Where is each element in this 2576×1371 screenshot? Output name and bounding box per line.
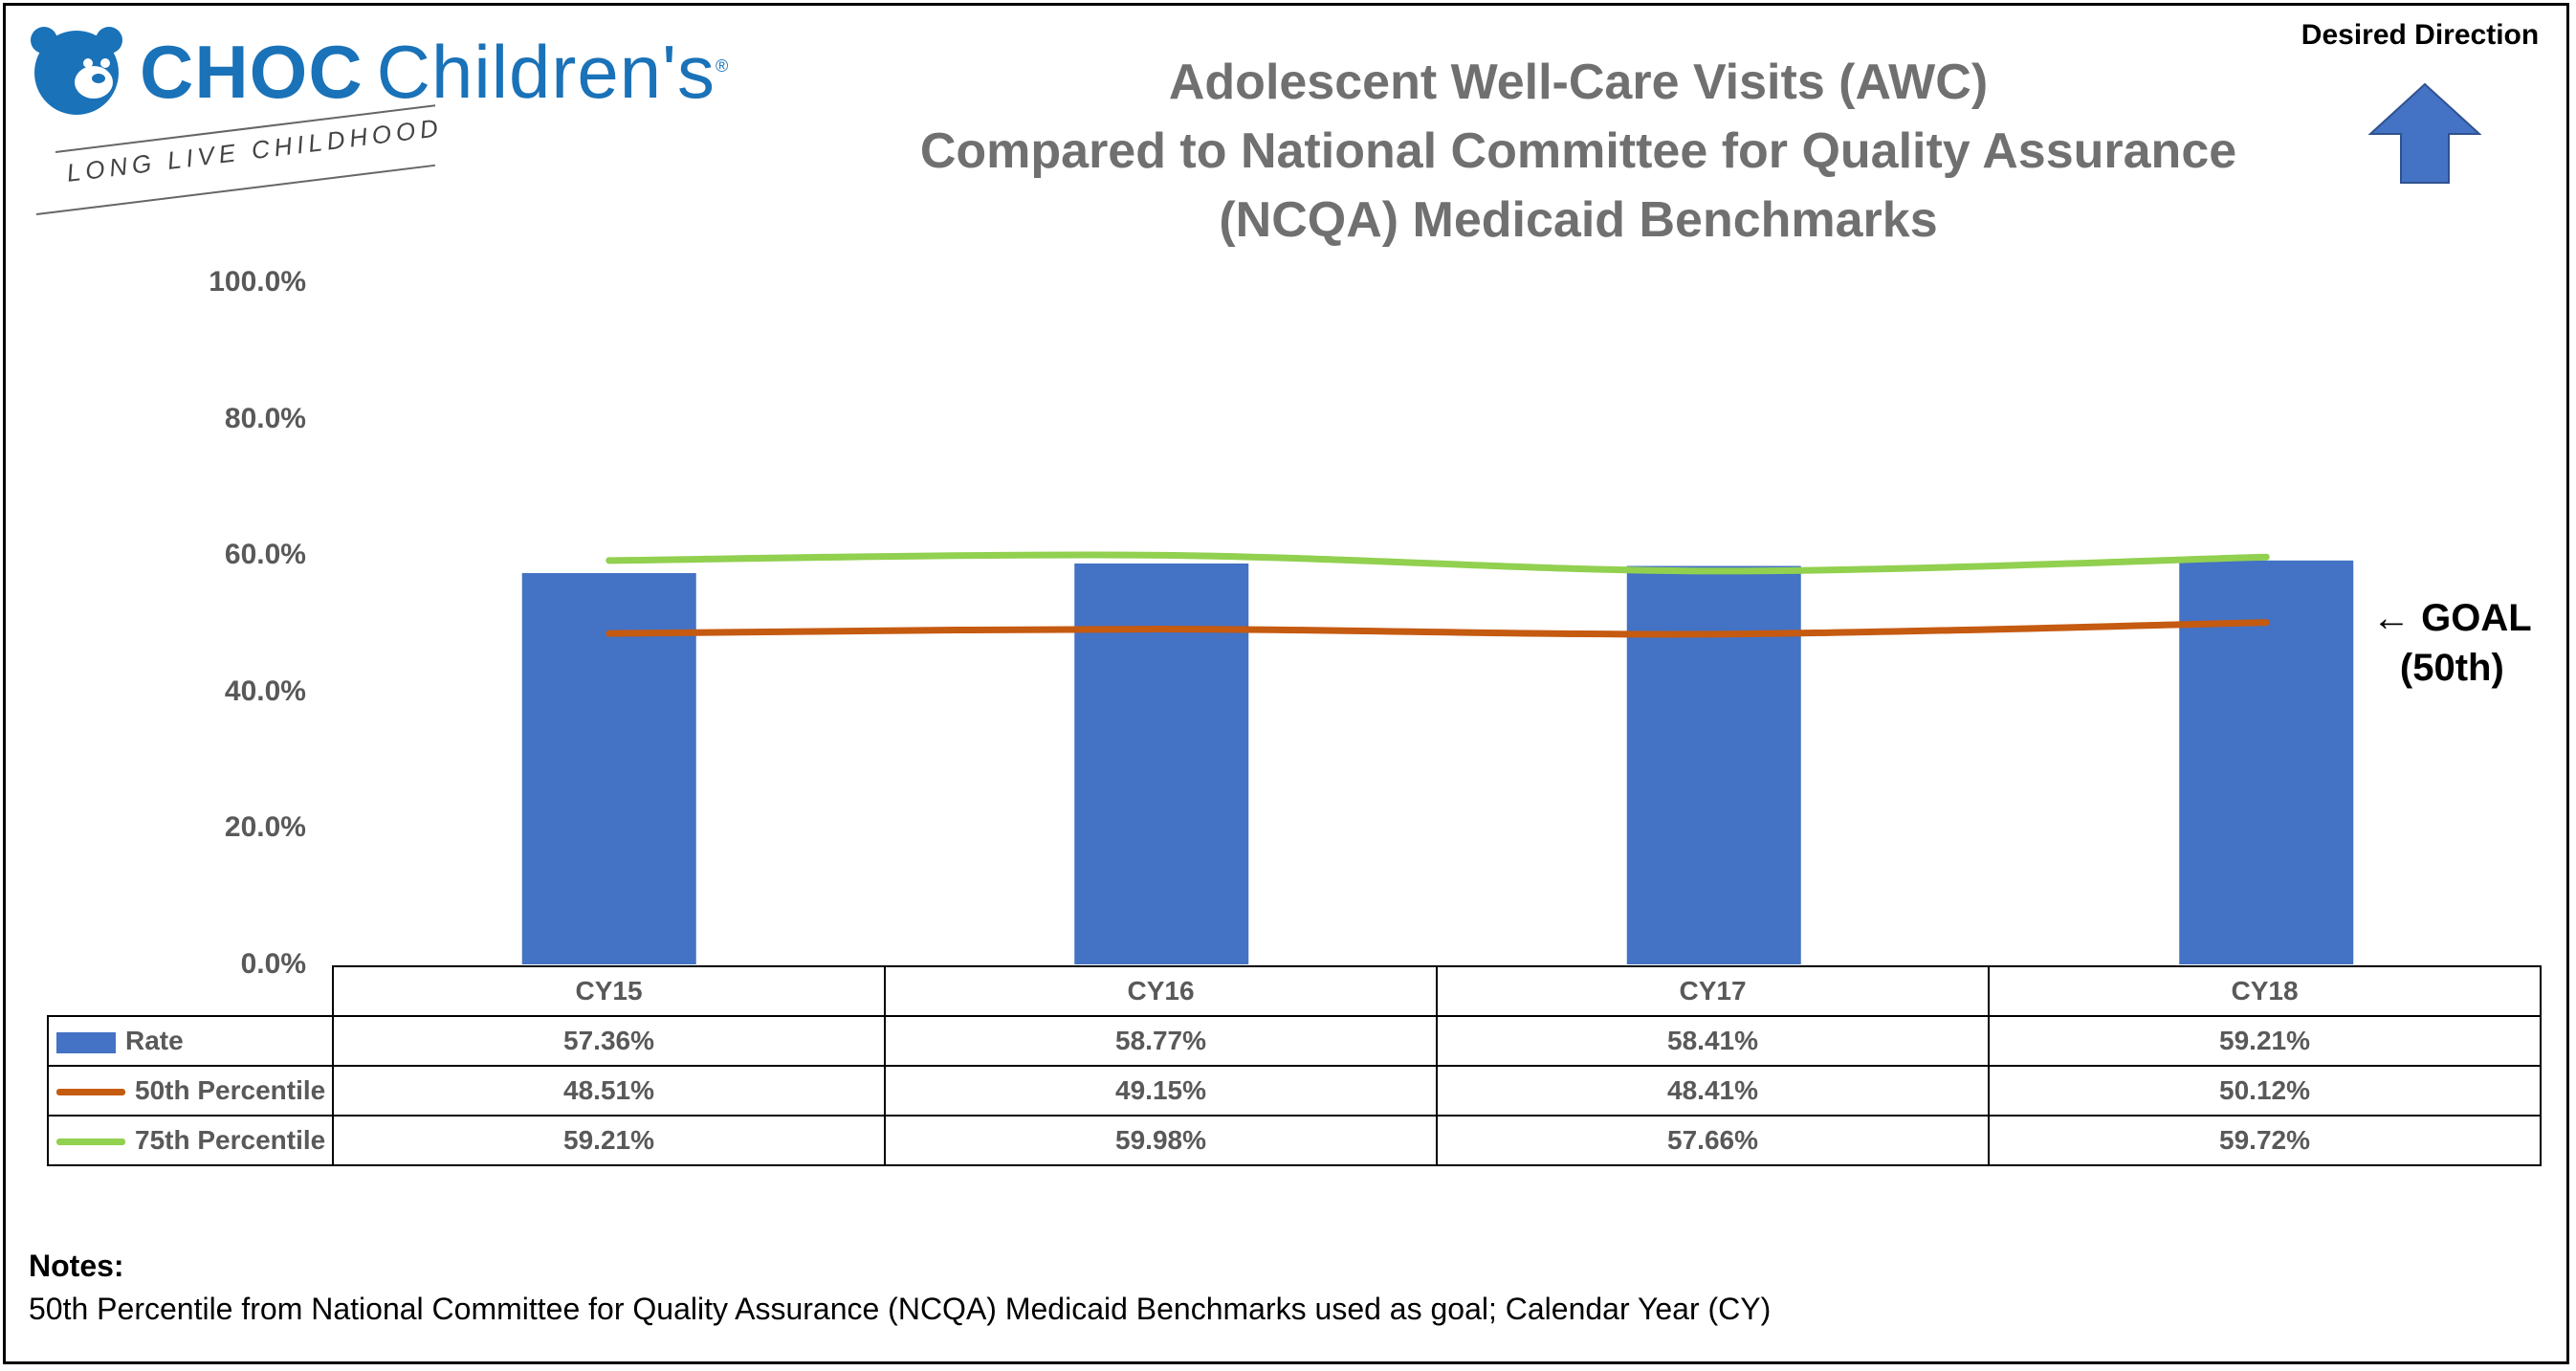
y-tick-label: 80.0%: [224, 402, 306, 434]
category-label: CY17: [1436, 965, 1990, 1017]
data-table: CY15 CY16 CY17 CY18 Rate 57.36% 58.77% 5…: [47, 965, 2542, 1166]
goal-annotation: ← GOAL (50th): [2372, 593, 2532, 693]
legend-swatch-50th: [56, 1089, 125, 1096]
choc-logo: CHOC Children's® LONG LIVE CHILDHOOD: [27, 17, 830, 218]
notes: Notes: 50th Percentile from National Com…: [29, 1249, 1771, 1327]
legend-75th: 75th Percentile: [47, 1115, 334, 1166]
title-line-2: Compared to National Committee for Quali…: [919, 123, 2237, 179]
category-label: CY15: [332, 965, 886, 1017]
bar-rate: [2179, 560, 2354, 964]
table-corner: [48, 966, 334, 1017]
title-line-3: (NCQA) Medicaid Benchmarks: [1219, 192, 1938, 248]
table-cell: 57.36%: [332, 1015, 886, 1067]
legend-label: Rate: [125, 1026, 184, 1055]
line-75th-percentile: [605, 551, 2270, 575]
table-cell: 58.41%: [1436, 1015, 1990, 1067]
table-cell: 59.21%: [1988, 1015, 2542, 1067]
category-label: CY18: [1988, 965, 2542, 1017]
chart-title: Adolescent Well-Care Visits (AWC) Compar…: [727, 48, 2430, 254]
bear-logo-icon: [31, 27, 122, 115]
notes-heading: Notes:: [29, 1249, 124, 1283]
table-cell: 48.41%: [1436, 1065, 1990, 1117]
legend-rate: Rate: [47, 1015, 334, 1067]
y-tick-label: 20.0%: [224, 811, 306, 844]
logo-wordmark: CHOC Children's®: [140, 30, 730, 114]
table-cell: 59.72%: [1988, 1115, 2542, 1166]
y-tick-label: 60.0%: [224, 539, 306, 571]
y-tick-label: 40.0%: [224, 674, 306, 707]
legend-label: 50th Percentile: [135, 1075, 326, 1105]
desired-direction-label: Desired Direction: [2301, 19, 2540, 51]
legend-swatch-rate: [56, 1031, 116, 1053]
table-cell: 59.21%: [332, 1115, 886, 1166]
arrow-up-icon: [2367, 82, 2482, 184]
table-cell: 57.66%: [1436, 1115, 1990, 1166]
notes-text: 50th Percentile from National Committee …: [29, 1292, 1772, 1326]
legend-50th: 50th Percentile: [47, 1065, 334, 1117]
bar-rate: [1074, 563, 1249, 964]
y-tick-label: 100.0%: [209, 266, 306, 298]
table-header-row: CY15 CY16 CY17 CY18: [48, 965, 2542, 1017]
table-row-50th: 50th Percentile 48.51% 49.15% 48.41% 50.…: [47, 1065, 2542, 1117]
table-cell: 50.12%: [1988, 1065, 2542, 1117]
title-line-1: Adolescent Well-Care Visits (AWC): [1168, 55, 1989, 110]
table-cell: 59.98%: [884, 1115, 1438, 1166]
table-row-75th: 75th Percentile 59.21% 59.98% 57.66% 59.…: [47, 1115, 2542, 1166]
table-cell: 48.51%: [332, 1065, 886, 1117]
table-cell: 49.15%: [884, 1065, 1438, 1117]
line-50th-percentile: [605, 619, 2270, 638]
legend-swatch-75th: [56, 1139, 125, 1146]
goal-line-2: (50th): [2399, 647, 2504, 689]
goal-line-1: ← GOAL: [2372, 597, 2532, 639]
bar-rate: [521, 573, 696, 964]
chart-frame: [3, 3, 2569, 1364]
table-row-rate: Rate 57.36% 58.77% 58.41% 59.21%: [47, 1015, 2542, 1067]
table-cell: 58.77%: [884, 1015, 1438, 1067]
legend-label: 75th Percentile: [135, 1125, 326, 1155]
category-label: CY16: [884, 965, 1438, 1017]
bar-rate: [1626, 565, 1801, 964]
